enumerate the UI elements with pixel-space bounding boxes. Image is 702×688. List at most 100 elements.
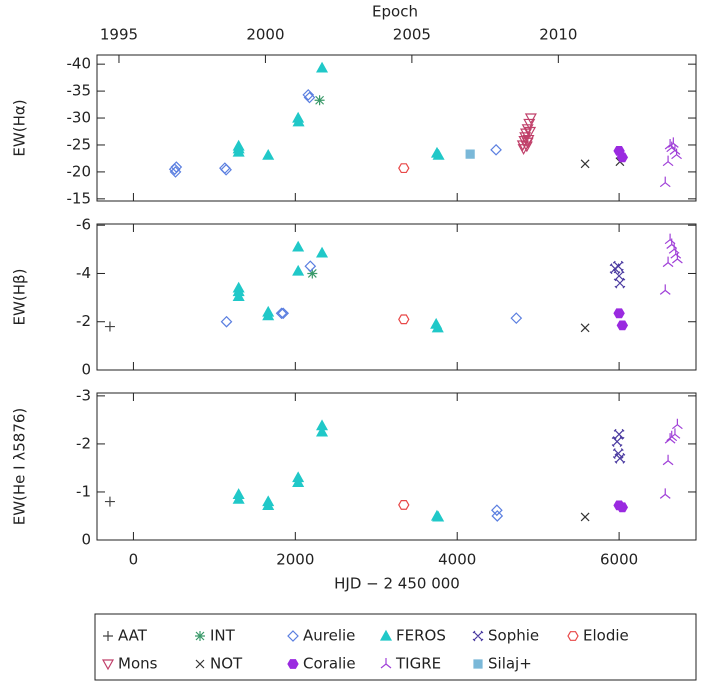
top-tick-label: 2005: [393, 26, 431, 44]
legend-label: Aurelie: [303, 627, 355, 645]
y-axis-label: EW(Hβ): [11, 269, 29, 326]
y-tick-label: 0: [81, 531, 91, 549]
marker: [491, 510, 504, 522]
marker: [104, 496, 115, 507]
x-tick-label: 2000: [276, 551, 314, 569]
legend-label: INT: [210, 627, 236, 645]
marker: [521, 137, 534, 149]
marker: [614, 452, 626, 464]
top-tick-label: 2000: [246, 26, 284, 44]
marker: [398, 500, 410, 510]
marker: [669, 144, 681, 155]
y-tick-label: -2: [76, 434, 91, 452]
marker: [262, 309, 275, 321]
legend-label: Mons: [118, 655, 158, 673]
legend-label: Elodie: [583, 627, 629, 645]
legend-marker: [103, 631, 113, 641]
y-axis-label: EW(Hα): [11, 99, 29, 156]
top-axis-label: Epoch: [372, 3, 418, 21]
marker: [490, 143, 502, 156]
marker: [670, 248, 682, 259]
marker: [302, 89, 315, 101]
marker: [662, 256, 674, 268]
legend-label: TIGRE: [395, 655, 441, 673]
marker: [316, 425, 329, 437]
marker: [664, 233, 676, 245]
panel-frame: [96, 223, 697, 371]
marker: [659, 176, 671, 188]
marker: [307, 268, 318, 279]
marker: [519, 132, 532, 144]
y-tick-label: -40: [67, 55, 92, 73]
y-tick-label: -30: [67, 109, 92, 127]
marker: [510, 312, 523, 324]
marker: [659, 284, 671, 295]
marker: [672, 252, 683, 264]
y-tick-label: -1: [76, 482, 91, 500]
legend-label: NOT: [210, 655, 243, 673]
marker: [662, 155, 674, 167]
top-tick-label: 1995: [100, 26, 138, 44]
marker: [613, 308, 625, 319]
marker: [524, 113, 537, 125]
marker: [516, 140, 529, 152]
marker: [398, 163, 410, 174]
marker: [432, 510, 445, 522]
y-tick-label: -3: [76, 386, 91, 404]
marker: [262, 148, 275, 160]
marker: [580, 159, 590, 169]
legend-label: Silaj+: [488, 655, 532, 673]
marker: [662, 454, 674, 466]
marker: [292, 115, 305, 127]
legend-marker: [567, 631, 579, 641]
marker: [616, 152, 629, 163]
legend-marker: [380, 658, 392, 669]
legend-marker: [101, 659, 115, 671]
legend-marker: [472, 630, 484, 642]
legend-marker: [473, 659, 483, 669]
marker: [613, 270, 625, 282]
legend-marker: [379, 629, 393, 641]
marker: [314, 95, 325, 106]
marker: [277, 307, 290, 320]
panel-frame: [96, 392, 697, 541]
marker: [304, 260, 317, 273]
marker: [398, 314, 410, 325]
marker: [580, 323, 590, 333]
marker: [612, 448, 624, 459]
marker: [668, 243, 680, 254]
marker: [292, 264, 305, 276]
legend-label: Coralie: [303, 655, 356, 673]
marker: [104, 321, 115, 332]
legend-label: FEROS: [396, 627, 446, 645]
marker: [432, 148, 445, 160]
marker: [613, 428, 625, 440]
marker: [491, 504, 503, 517]
marker: [616, 502, 629, 513]
marker: [220, 315, 233, 328]
marker: [232, 492, 245, 504]
y-tick-label: -20: [67, 162, 92, 180]
y-axis-label: EW(He I λ5876): [11, 408, 29, 526]
legend-label: AAT: [118, 627, 148, 645]
x-tick-label: 6000: [600, 551, 638, 569]
marker: [671, 148, 682, 160]
legend-marker: [287, 630, 299, 642]
marker: [669, 428, 681, 439]
y-tick-label: -6: [76, 216, 91, 234]
y-tick-label: -35: [67, 82, 92, 100]
legend-marker: [195, 659, 205, 669]
marker: [580, 512, 590, 522]
marker: [220, 163, 232, 176]
marker: [522, 134, 535, 146]
marker: [316, 246, 329, 258]
marker: [292, 240, 305, 252]
x-tick-label: 0: [129, 551, 139, 569]
marker: [616, 320, 629, 331]
marker: [431, 321, 444, 333]
y-tick-label: 0: [81, 361, 91, 379]
y-tick-label: -2: [76, 312, 91, 330]
marker: [614, 277, 626, 289]
marker: [465, 149, 475, 159]
